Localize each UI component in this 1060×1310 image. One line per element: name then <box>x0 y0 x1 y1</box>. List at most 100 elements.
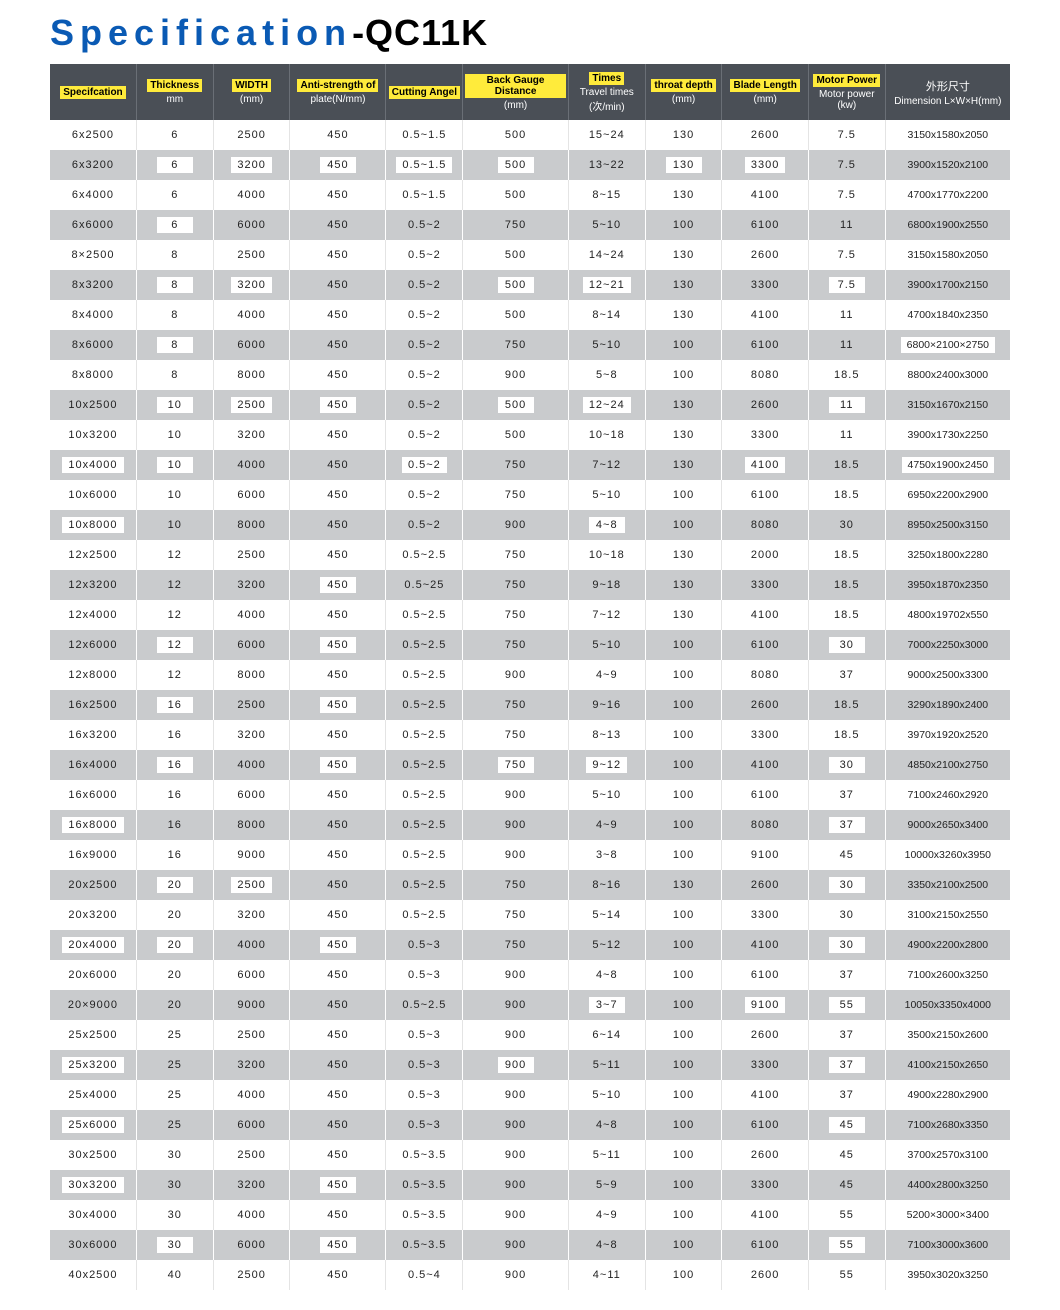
cell: 6100 <box>722 960 808 990</box>
cell: 4100 <box>722 450 808 480</box>
cell: 750 <box>463 450 569 480</box>
cell: 3200 <box>213 900 290 930</box>
cell: 2500 <box>213 540 290 570</box>
cell: 900 <box>463 660 569 690</box>
cell: 18.5 <box>808 360 885 390</box>
col-highlight: throat depth <box>651 79 715 92</box>
cell-box: 750 <box>498 757 534 773</box>
cell-box: 3~7 <box>589 997 625 1013</box>
col-sub: mm <box>139 94 211 105</box>
cell: 6000 <box>213 480 290 510</box>
cell: 4100 <box>722 300 808 330</box>
cell: 450 <box>290 360 386 390</box>
col-sub: (mm) <box>724 94 805 105</box>
cell: 30x2500 <box>50 1140 136 1170</box>
cell: 4100 <box>722 600 808 630</box>
table-row: 30x60003060004500.5~3.59004~810061005571… <box>50 1230 1010 1260</box>
cell: 16x8000 <box>50 810 136 840</box>
cell: 3950x3020x3250 <box>885 1260 1010 1290</box>
cell: 6 <box>136 120 213 150</box>
cell: 7.5 <box>808 120 885 150</box>
cell: 37 <box>808 1080 885 1110</box>
table-row: 10x32001032004500.5~250010~1813033001139… <box>50 420 1010 450</box>
cell: 4700x1770x2200 <box>885 180 1010 210</box>
cell: 2600 <box>722 1260 808 1290</box>
cell: 0.5~2 <box>386 450 463 480</box>
cell: 8×2500 <box>50 240 136 270</box>
cell: 900 <box>463 1200 569 1230</box>
cell: 10~18 <box>568 420 645 450</box>
cell: 100 <box>645 720 722 750</box>
cell: 3300 <box>722 570 808 600</box>
cell: 18.5 <box>808 570 885 600</box>
cell: 450 <box>290 1110 386 1140</box>
col-header-7: throat depth(mm) <box>645 64 722 120</box>
cell-box: 16 <box>157 697 193 713</box>
cell: 30 <box>808 900 885 930</box>
table-row: 30x32003032004500.5~3.59005~910033004544… <box>50 1170 1010 1200</box>
cell: 0.5~1.5 <box>386 150 463 180</box>
cell-box: 3200 <box>231 277 271 293</box>
cell-box: 55 <box>829 1237 865 1253</box>
cell: 450 <box>290 420 386 450</box>
cell: 4000 <box>213 750 290 780</box>
cell: 5200×3000×3400 <box>885 1200 1010 1230</box>
cell: 450 <box>290 690 386 720</box>
cell: 750 <box>463 690 569 720</box>
cell: 2600 <box>722 1020 808 1050</box>
cell: 10x3200 <box>50 420 136 450</box>
cell-box: 10x4000 <box>62 457 123 473</box>
cell: 6100 <box>722 780 808 810</box>
cell: 25x6000 <box>50 1110 136 1140</box>
table-row: 8×2500825004500.5~250014~2413026007.5315… <box>50 240 1010 270</box>
cell: 450 <box>290 480 386 510</box>
cell: 30x6000 <box>50 1230 136 1260</box>
cell: 5~11 <box>568 1140 645 1170</box>
cell-box: 450 <box>320 1237 356 1253</box>
cell-box: 37 <box>829 817 865 833</box>
cell: 130 <box>645 180 722 210</box>
cell: 450 <box>290 570 386 600</box>
cell: 500 <box>463 240 569 270</box>
cell: 3200 <box>213 420 290 450</box>
cell-box: 900 <box>498 1057 534 1073</box>
cell-box: 20 <box>157 877 193 893</box>
cell: 750 <box>463 330 569 360</box>
cell: 450 <box>290 1140 386 1170</box>
cell-box: 450 <box>320 937 356 953</box>
cell: 9000x2500x3300 <box>885 660 1010 690</box>
col-header-6: TimesTravel times (次/min) <box>568 64 645 120</box>
cell: 8 <box>136 270 213 300</box>
cell: 30 <box>136 1200 213 1230</box>
cell: 100 <box>645 1080 722 1110</box>
cell: 2600 <box>722 240 808 270</box>
cell: 100 <box>645 330 722 360</box>
cell: 30 <box>808 510 885 540</box>
cell: 0.5~2.5 <box>386 990 463 1020</box>
cell: 6000 <box>213 780 290 810</box>
cell: 4700x1840x2350 <box>885 300 1010 330</box>
cell: 3300 <box>722 420 808 450</box>
cell: 100 <box>645 480 722 510</box>
cell: 900 <box>463 810 569 840</box>
cell: 9100 <box>722 990 808 1020</box>
cell: 450 <box>290 990 386 1020</box>
cell-box: 6800×2100×2750 <box>901 337 995 353</box>
cell: 100 <box>645 1020 722 1050</box>
cell: 16 <box>136 840 213 870</box>
cell: 25 <box>136 1050 213 1080</box>
cell: 100 <box>645 750 722 780</box>
cell: 6 <box>136 180 213 210</box>
cell: 10 <box>136 450 213 480</box>
cell: 450 <box>290 1230 386 1260</box>
cell: 130 <box>645 240 722 270</box>
cell: 4~8 <box>568 510 645 540</box>
cell: 900 <box>463 360 569 390</box>
cell: 450 <box>290 450 386 480</box>
col-sub: plate(N/mm) <box>292 94 383 105</box>
cell: 0.5~2 <box>386 390 463 420</box>
cell: 37 <box>808 960 885 990</box>
cell-box: 500 <box>498 397 534 413</box>
cell: 4000 <box>213 930 290 960</box>
table-row: 20x32002032004500.5~2.57505~141003300303… <box>50 900 1010 930</box>
